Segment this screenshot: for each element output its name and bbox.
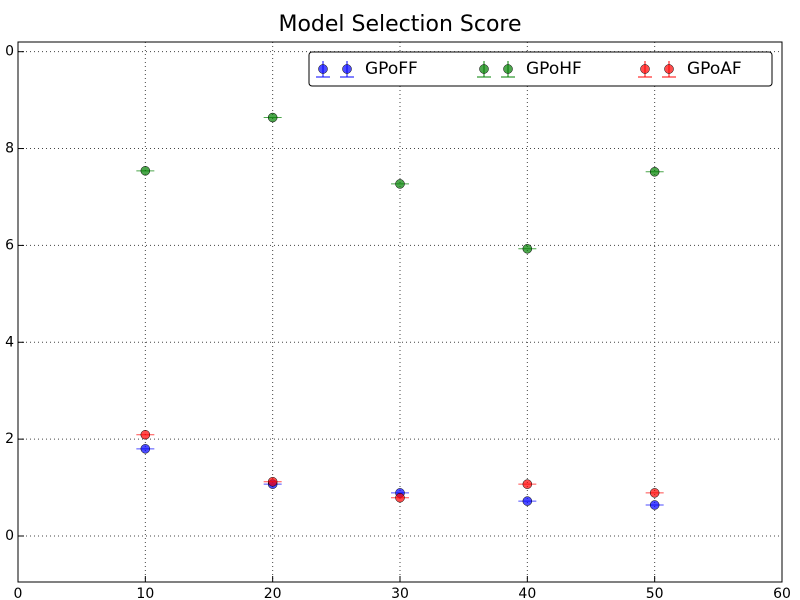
y-tick-label: 0 <box>5 528 14 544</box>
point <box>140 166 151 176</box>
chart-title: Model Selection Score <box>278 12 521 37</box>
x-tick-label: 60 <box>773 586 791 600</box>
legend-marker <box>503 64 513 74</box>
y-tick-label: 0 <box>5 44 14 60</box>
point <box>267 112 278 123</box>
legend-marker <box>479 64 489 74</box>
legend-label: GPoAF <box>687 59 742 79</box>
point <box>267 476 278 487</box>
x-tick-label: 50 <box>646 586 664 600</box>
point <box>395 492 405 503</box>
point <box>649 500 660 510</box>
y-tick-label: 6 <box>5 237 14 253</box>
point <box>522 496 533 506</box>
x-tick-label: 10 <box>136 586 154 600</box>
point <box>649 488 660 498</box>
point <box>522 479 533 489</box>
point <box>140 430 151 440</box>
x-tick-label: 20 <box>264 586 282 600</box>
y-tick-label: 2 <box>5 431 14 447</box>
point <box>649 167 660 177</box>
legend-box <box>308 51 773 87</box>
x-tick-label: 40 <box>518 586 536 600</box>
legend-marker <box>342 64 352 74</box>
x-tick-label: 0 <box>14 586 23 600</box>
x-tick-label: 30 <box>391 586 409 600</box>
legend-marker <box>640 64 650 74</box>
legend-label: GPoHF <box>526 59 582 79</box>
plot-frame <box>17 41 783 583</box>
y-tick-label: 4 <box>5 334 14 350</box>
point <box>522 244 533 254</box>
legend-marker <box>664 64 674 74</box>
point <box>140 444 151 454</box>
legend-label: GPoFF <box>365 59 418 79</box>
y-tick-label: 8 <box>5 141 14 157</box>
legend-marker <box>318 64 328 74</box>
point <box>395 179 405 189</box>
